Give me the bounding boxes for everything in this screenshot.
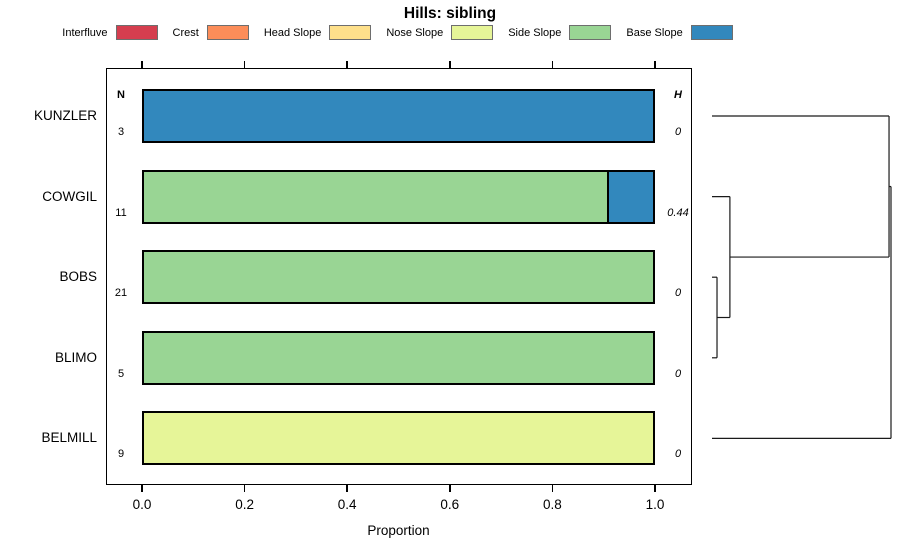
n-column-header: N	[117, 89, 125, 101]
x-axis-title: Proportion	[367, 523, 430, 538]
x-axis-tick-label: 1.0	[645, 497, 665, 512]
h-value: 0.44	[667, 206, 689, 219]
x-axis-tick	[449, 61, 451, 68]
y-axis-label: BLIMO	[54, 349, 97, 365]
x-axis-tick	[141, 485, 143, 492]
x-axis-tick-label: 0.8	[543, 497, 562, 512]
bar	[142, 169, 655, 224]
legend-item: Crest	[173, 25, 249, 40]
n-value: 11	[115, 206, 127, 219]
legend-swatch	[206, 25, 249, 40]
x-axis-tick-label: 0.4	[337, 497, 357, 512]
x-axis-tick-label: 0.6	[440, 497, 460, 512]
y-axis-label: BELMILL	[41, 430, 97, 446]
x-axis-tick	[243, 61, 246, 68]
x-axis-tick	[449, 485, 451, 492]
x-axis-tick	[654, 485, 656, 492]
bar-segment	[144, 332, 653, 383]
bar-segment	[607, 171, 653, 222]
legend-item: Interfluve	[62, 25, 158, 40]
bar	[142, 89, 655, 143]
legend-label: Interfluve	[62, 26, 108, 39]
legend-swatch	[569, 25, 612, 40]
x-axis-tick	[141, 61, 143, 68]
legend-swatch	[451, 25, 494, 40]
legend-label: Base Slope	[626, 26, 683, 39]
h-value: 0	[674, 367, 682, 380]
legend-label: Nose Slope	[386, 26, 444, 39]
legend-item: Base Slope	[626, 25, 733, 40]
x-axis-tick	[551, 61, 554, 68]
legend-swatch	[690, 25, 733, 40]
h-value: 0	[674, 287, 682, 300]
n-value: 21	[114, 287, 128, 300]
x-axis-tick	[346, 485, 348, 492]
x-axis-tick	[654, 61, 656, 68]
chart-title: Hills: sibling	[403, 5, 497, 22]
plot-area	[106, 68, 692, 485]
legend-item: Nose Slope	[386, 25, 494, 40]
h-column-header: H	[674, 89, 682, 101]
x-axis-tick	[346, 61, 348, 68]
legend-item: Head Slope	[264, 25, 372, 40]
legend-swatch	[115, 25, 158, 40]
legend: Interfluve Crest Head Slope Nose Slope Side …	[0, 25, 795, 40]
legend-item: Side Slope	[508, 25, 612, 40]
legend-label: Head Slope	[263, 26, 322, 39]
y-axis-label: COWGIL	[42, 188, 97, 204]
bar	[142, 411, 655, 466]
n-value: 3	[117, 126, 125, 138]
bar-segment	[144, 413, 653, 464]
y-axis-label: KUNZLER	[33, 108, 97, 123]
bar	[142, 330, 655, 385]
x-axis-tick-label: 0.2	[235, 497, 254, 512]
x-axis-tick	[551, 485, 554, 492]
n-value: 5	[117, 367, 125, 380]
n-value: 9	[117, 448, 125, 461]
bar-segment	[144, 91, 653, 141]
bar-segment	[144, 171, 608, 222]
h-value: 0	[674, 448, 682, 461]
bar	[142, 250, 655, 305]
y-axis-label: BOBS	[59, 269, 97, 285]
legend-swatch	[329, 25, 372, 40]
x-axis-tick	[243, 485, 246, 492]
bar-segment	[144, 252, 653, 303]
x-axis-tick-label: 0.0	[132, 497, 152, 512]
h-value: 0	[674, 126, 682, 138]
legend-label: Crest	[172, 26, 199, 39]
legend-label: Side Slope	[508, 26, 562, 39]
